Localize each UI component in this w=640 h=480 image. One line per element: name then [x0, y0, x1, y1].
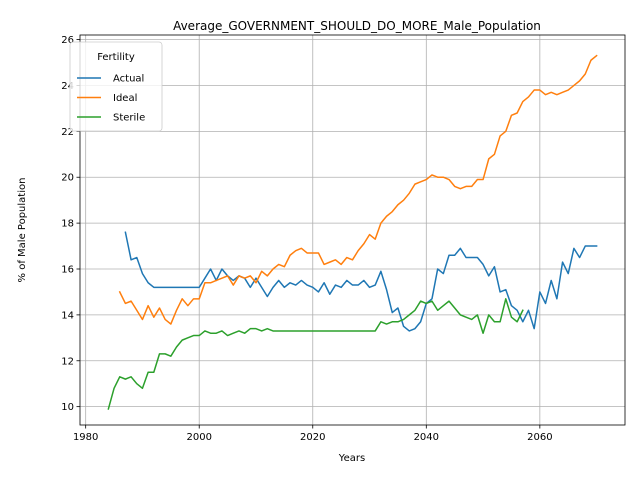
- legend-box: [69, 41, 163, 132]
- legend: Fertility Actual Ideal Sterile: [69, 41, 163, 132]
- legend-label-sterile: Sterile: [113, 113, 145, 124]
- axis-ticks: 1980 2000 2020 2040 2060 10 12 14 16 18 20 22 24 26: [61, 35, 552, 443]
- x-tick-label: 2040: [414, 432, 439, 443]
- series-line-sterile: [107, 298, 524, 410]
- legend-label-actual: Actual: [113, 74, 144, 85]
- y-tick-label: 22: [61, 127, 74, 138]
- chart-title: Average_GOVERNMENT_SHOULD_DO_MORE_Male_P…: [173, 19, 541, 33]
- y-tick-label: 14: [61, 310, 74, 321]
- x-tick-label: 2000: [186, 432, 211, 443]
- series-lines: [107, 54, 598, 410]
- series-line-ideal: [118, 54, 598, 325]
- x-tick-label: 1980: [73, 432, 98, 443]
- y-tick-label: 18: [61, 219, 74, 230]
- y-tick-label: 10: [61, 402, 74, 413]
- y-axis-label: % of Male Population: [17, 178, 28, 283]
- x-tick-label: 2060: [527, 432, 552, 443]
- series-line-actual: [124, 231, 598, 332]
- y-tick-label: 20: [61, 173, 74, 184]
- y-tick-label: 12: [61, 356, 74, 367]
- legend-items: Actual Ideal Sterile: [77, 74, 145, 124]
- y-tick-label: 24: [61, 81, 74, 92]
- legend-label-ideal: Ideal: [113, 93, 137, 104]
- y-tick-label: 16: [61, 265, 74, 276]
- x-axis-label: Years: [338, 453, 365, 464]
- grid: [80, 35, 625, 425]
- legend-title: Fertility: [97, 52, 135, 63]
- plot-frame: [79, 34, 626, 426]
- x-tick-label: 2020: [300, 432, 325, 443]
- y-tick-label: 26: [61, 35, 74, 46]
